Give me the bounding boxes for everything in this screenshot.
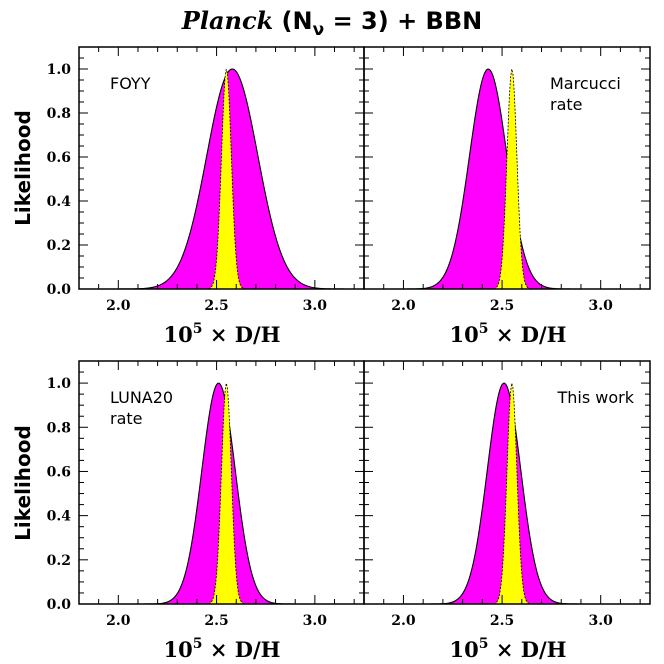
top-right-annotation: rate (550, 95, 583, 114)
bottom-right-prediction-curve (364, 382, 650, 604)
title-planck: Planck (181, 6, 273, 35)
bottom-left-ytick-label: 0.8 (47, 420, 71, 436)
panel-top-right: 2.0 2.5 3.0 Marcucci rate (363, 46, 651, 314)
bottom-right-observation-curve (364, 383, 650, 604)
top-left-ytick-label: 0.2 (47, 238, 71, 254)
bottom-right-xtick-label: 3.0 (589, 613, 614, 629)
bottom-left-prediction-curve (79, 382, 364, 604)
top-right-observation-area (364, 69, 650, 289)
bottom-left-observation-area (79, 383, 364, 604)
top-right-xtick-label: 2.5 (490, 298, 514, 314)
bottom-left-annotation: rate (110, 409, 143, 428)
bottom-left-ytick-label: 0.6 (47, 464, 71, 480)
bottom-left-ytick-label: 0.4 (47, 509, 72, 525)
top-right-xtick-label: 3.0 (589, 298, 614, 314)
top-left-ytick-label: 0.4 (47, 194, 72, 210)
top-left-ytick-label: 0.0 (47, 282, 72, 298)
x-axis-label-top-right: 105 × D/H (450, 321, 567, 347)
title-nnu: (N (273, 7, 312, 35)
figure-title: Planck (Nν = 3) + BBN (181, 6, 482, 40)
top-left-ytick-label: 0.8 (47, 106, 71, 122)
x-axis-label-bottom-left: 105 × D/H (164, 636, 281, 662)
top-left-ytick-label: 0.6 (47, 150, 71, 166)
y-axis-label-top: Likelihood (11, 110, 35, 226)
title-nu-subscript: ν (313, 20, 325, 40)
x-axis-label-top-left: 105 × D/H (164, 321, 281, 347)
bottom-left-annotation: LUNA20 (110, 388, 173, 407)
top-right-annotation: Marcucci (550, 74, 621, 93)
x-axis-label-bottom-right: 105 × D/H (450, 636, 567, 662)
bottom-right-xtick-label: 2.5 (490, 613, 514, 629)
bottom-left-xtick-label: 2.5 (204, 613, 228, 629)
top-right-xtick-label: 2.0 (391, 298, 416, 314)
bottom-left-xtick-label: 2.0 (106, 613, 131, 629)
top-left-ytick-label: 1.0 (47, 62, 72, 78)
bottom-left-ytick-label: 0.2 (47, 553, 71, 569)
bottom-right-xtick-label: 2.0 (391, 613, 416, 629)
y-axis-label-bottom: Likelihood (11, 425, 35, 541)
top-left-observation-area (79, 69, 364, 289)
bottom-right-observation-area (364, 383, 650, 604)
bottom-right-annotation: This work (557, 388, 635, 407)
panels: 2.0 2.5 3.0 0.0 0.2 0.4 0.6 0.8 1.0 FOYY 2.0 2.5 3.0… (47, 46, 651, 629)
bottom-left-xtick-label: 3.0 (303, 613, 328, 629)
bottom-left-ytick-label: 1.0 (47, 376, 72, 392)
top-left-annotation: FOYY (110, 74, 151, 93)
top-left-xtick-label: 3.0 (303, 298, 328, 314)
panel-bottom-right: 2.0 2.5 3.0 This work (363, 360, 651, 629)
bottom-left-ytick-label: 0.0 (47, 597, 72, 613)
panel-bottom-left: 2.0 2.5 3.0 0.0 0.2 0.4 0.6 0.8 1.0 LUNA20 rate (47, 360, 365, 629)
top-left-xtick-label: 2.5 (204, 298, 228, 314)
top-left-xtick-label: 2.0 (106, 298, 131, 314)
panel-top-left: 2.0 2.5 3.0 0.0 0.2 0.4 0.6 0.8 1.0 FOYY (47, 46, 365, 314)
title-tail: = 3) + BBN (324, 7, 482, 35)
